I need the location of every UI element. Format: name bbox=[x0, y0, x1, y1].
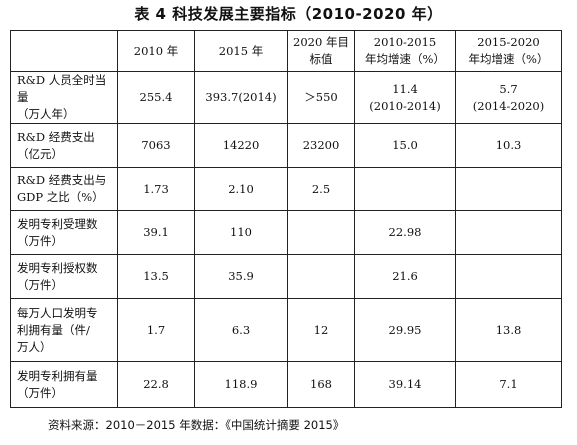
header-row: 2010 年 2015 年 2020 年目 标值 2010-2015 年均增速（… bbox=[10, 30, 562, 72]
growth-2015-2020 bbox=[455, 210, 562, 255]
growth-2015-2020: 7.1 bbox=[455, 361, 562, 408]
growth-2010-2015: 21.6 bbox=[354, 254, 456, 299]
growth-2015-2020: 13.8 bbox=[455, 298, 562, 362]
header-growth-2015-2020-line2: 年均增速（%） bbox=[468, 52, 549, 66]
growth-2010-2015: 22.98 bbox=[354, 210, 456, 255]
value-2010: 39.1 bbox=[117, 210, 195, 255]
header-2010: 2010 年 bbox=[117, 30, 195, 72]
header-growth-2015-2020: 2015-2020 年均增速（%） bbox=[455, 30, 562, 72]
growth-2015-2020 bbox=[455, 254, 562, 299]
growth-2010-2015: 29.95 bbox=[354, 298, 456, 362]
row-label-line2: （万件） bbox=[17, 385, 63, 400]
growth-2010-2015: 11.4 (2010-2014) bbox=[354, 71, 456, 124]
row-label: R&D 经费支出 （亿元） bbox=[10, 123, 118, 168]
table-row: 发明专利授权数 （万件） 13.5 35.9 21.6 bbox=[10, 254, 562, 299]
row-label: 发明专利受理数 （万件） bbox=[10, 210, 118, 255]
row-label-line3: 万人） bbox=[17, 339, 52, 354]
growth-2015-2020 bbox=[455, 167, 562, 211]
row-label: R&D 经费支出与 GDP 之比（%） bbox=[10, 167, 118, 211]
row-label-line2: （万人年） bbox=[17, 107, 75, 121]
value-2010: 1.7 bbox=[117, 298, 195, 362]
table-row: 每万人口发明专 利拥有量（件/ 万人） 1.7 6.3 12 29.95 13.… bbox=[10, 298, 562, 362]
growth-2015-2020: 10.3 bbox=[455, 123, 562, 168]
header-2015: 2015 年 bbox=[194, 30, 288, 72]
table-row: 发明专利受理数 （万件） 39.1 110 22.98 bbox=[10, 210, 562, 255]
growth-2010-2015-period: (2010-2014) bbox=[369, 98, 441, 113]
row-label-line1: 发明专利拥有量 bbox=[17, 368, 98, 383]
row-label-line2: （亿元） bbox=[17, 146, 63, 161]
value-2015: 118.9 bbox=[194, 361, 288, 408]
header-2020-target-line1: 2020 年目 bbox=[293, 35, 349, 49]
value-2020-target bbox=[287, 254, 355, 299]
value-2020-target: 12 bbox=[287, 298, 355, 362]
growth-2015-2020: 5.7 (2014-2020) bbox=[455, 71, 562, 124]
row-label-line2: GDP 之比（%） bbox=[17, 190, 104, 204]
table-row: R&D 经费支出 （亿元） 7063 14220 23200 15.0 10.3 bbox=[10, 123, 562, 168]
value-2015: 393.7(2014) bbox=[194, 71, 288, 124]
value-2020-target bbox=[287, 210, 355, 255]
header-2020-target-line2: 标值 bbox=[309, 52, 333, 66]
table-row: R&D 人员全时当量 （万人年） 255.4 393.7(2014) ＞550 … bbox=[10, 71, 562, 124]
value-2015: 2.10 bbox=[194, 167, 288, 211]
source-note: 资料来源：2010－2015 年数据：《中国统计摘要 2015》 bbox=[48, 418, 345, 432]
indicator-table: 2010 年 2015 年 2020 年目 标值 2010-2015 年均增速（… bbox=[10, 30, 562, 408]
table-row: R&D 经费支出与 GDP 之比（%） 1.73 2.10 2.5 bbox=[10, 167, 562, 211]
value-2010: 13.5 bbox=[117, 254, 195, 299]
table-title: 表 4 科技发展主要指标（2010-2020 年） bbox=[134, 5, 443, 23]
value-2020-target: 23200 bbox=[287, 123, 355, 168]
growth-2010-2015: 39.14 bbox=[354, 361, 456, 408]
growth-2010-2015: 15.0 bbox=[354, 123, 456, 168]
value-2020-target: ＞550 bbox=[287, 71, 355, 124]
value-2020-target: 2.5 bbox=[287, 167, 355, 211]
header-growth-2015-2020-line1: 2015-2020 bbox=[477, 35, 540, 49]
value-2020-target: 168 bbox=[287, 361, 355, 408]
row-label-line1: R&D 经费支出与 bbox=[17, 173, 107, 187]
header-growth-2010-2015: 2010-2015 年均增速（%） bbox=[354, 30, 456, 72]
value-2015: 14220 bbox=[194, 123, 288, 168]
value-2015: 35.9 bbox=[194, 254, 288, 299]
header-growth-2010-2015-line1: 2010-2015 bbox=[373, 35, 437, 49]
row-label-line1: 发明专利授权数 bbox=[17, 260, 98, 275]
row-label-line1: 每万人口发明专 bbox=[17, 305, 98, 320]
row-label-line2: （万件） bbox=[17, 277, 63, 292]
header-corner-cell bbox=[10, 30, 118, 72]
table-row: 发明专利拥有量 （万件） 22.8 118.9 168 39.14 7.1 bbox=[10, 361, 562, 408]
row-label-line1: R&D 经费支出 bbox=[17, 129, 95, 144]
value-2010: 22.8 bbox=[117, 361, 195, 408]
value-2015: 110 bbox=[194, 210, 288, 255]
value-2010: 7063 bbox=[117, 123, 195, 168]
header-2020-target: 2020 年目 标值 bbox=[287, 30, 355, 72]
value-2010: 255.4 bbox=[117, 71, 195, 124]
growth-2015-2020-period: (2014-2020) bbox=[472, 98, 545, 113]
growth-2015-2020-value: 5.7 bbox=[499, 81, 518, 96]
row-label-line2: （万件） bbox=[17, 233, 63, 248]
row-label: R&D 人员全时当量 （万人年） bbox=[10, 71, 118, 124]
growth-2010-2015-value: 11.4 bbox=[392, 81, 418, 96]
row-label: 发明专利授权数 （万件） bbox=[10, 254, 118, 299]
value-2010: 1.73 bbox=[117, 167, 195, 211]
row-label-line1: 发明专利受理数 bbox=[17, 216, 98, 231]
growth-2010-2015 bbox=[354, 167, 456, 211]
value-2015: 6.3 bbox=[194, 298, 288, 362]
row-label: 发明专利拥有量 （万件） bbox=[10, 361, 118, 408]
row-label-line1: R&D 人员全时当量 bbox=[17, 73, 107, 104]
row-label-line2: 利拥有量（件/ bbox=[17, 322, 90, 337]
row-label: 每万人口发明专 利拥有量（件/ 万人） bbox=[10, 298, 118, 362]
header-growth-2010-2015-line2: 年均增速（%） bbox=[365, 52, 445, 66]
